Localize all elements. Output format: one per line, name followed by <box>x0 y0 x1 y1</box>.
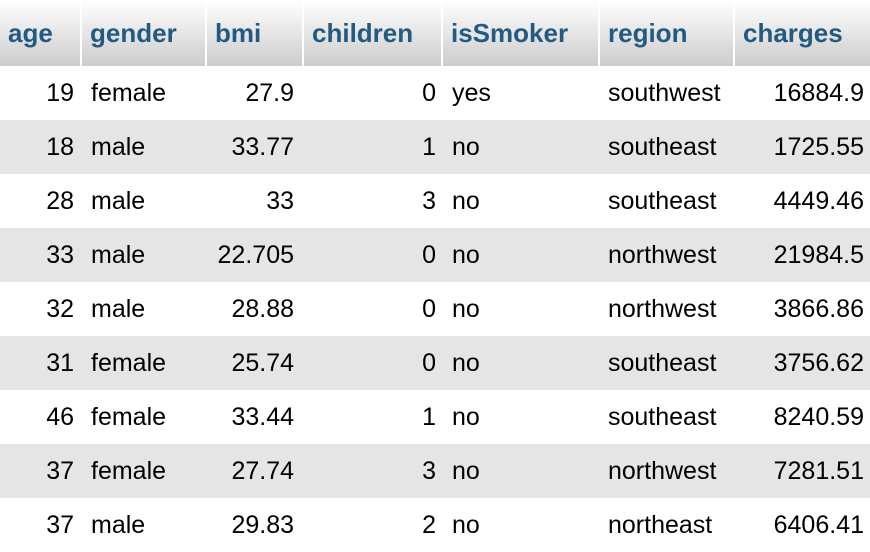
cell-gender: male <box>91 186 146 215</box>
cell-charges: 3866.86 <box>773 294 864 323</box>
cell-charges: 6406.41 <box>773 510 864 539</box>
cell-gender: male <box>91 510 146 539</box>
cell-age: 31 <box>46 348 74 377</box>
cell-gender: male <box>91 294 146 323</box>
table-row[interactable]: 19 female 27.9 0 yes southwest 16884.9 <box>0 66 870 120</box>
column-header-gender[interactable]: gender <box>82 0 207 66</box>
cell-bmi: 33 <box>266 186 294 215</box>
cell-gender: female <box>91 402 167 431</box>
cell-children: 0 <box>422 240 436 269</box>
cell-bmi: 25.74 <box>231 348 294 377</box>
cell-children: 1 <box>422 132 436 161</box>
table-row[interactable]: 18 male 33.77 1 no southeast 1725.55 <box>0 120 870 174</box>
cell-gender: female <box>91 348 167 377</box>
cell-region: northeast <box>608 510 713 539</box>
cell-age: 33 <box>46 240 74 269</box>
cell-age: 19 <box>46 78 74 107</box>
cell-gender: male <box>91 132 146 161</box>
cell-age: 18 <box>46 132 74 161</box>
column-header-issmoker[interactable]: isSmoker <box>443 0 600 66</box>
table-row[interactable]: 33 male 22.705 0 no northwest 21984.5 <box>0 228 870 282</box>
cell-gender: male <box>91 240 146 269</box>
cell-region: southeast <box>608 348 717 377</box>
cell-charges: 1725.55 <box>773 132 864 161</box>
cell-age: 32 <box>46 294 74 323</box>
cell-charges: 7281.51 <box>773 456 864 485</box>
cell-bmi: 29.83 <box>231 510 294 539</box>
table-row[interactable]: 31 female 25.74 0 no southeast 3756.62 <box>0 336 870 390</box>
cell-region: northwest <box>608 294 717 323</box>
table-body: 19 female 27.9 0 yes southwest 16884.9 18 male 33… <box>0 66 870 552</box>
cell-children: 0 <box>422 294 436 323</box>
column-header-region[interactable]: region <box>600 0 735 66</box>
cell-issmoker: no <box>452 132 480 161</box>
cell-age: 28 <box>46 186 74 215</box>
column-header-charges[interactable]: charges <box>735 0 870 66</box>
cell-bmi: 27.74 <box>231 456 294 485</box>
cell-bmi: 27.9 <box>245 78 294 107</box>
column-header-bmi[interactable]: bmi <box>207 0 304 66</box>
table-row[interactable]: 32 male 28.88 0 no northwest 3866.86 <box>0 282 870 336</box>
cell-bmi: 33.44 <box>231 402 294 431</box>
cell-charges: 8240.59 <box>773 402 864 431</box>
cell-children: 0 <box>422 78 436 107</box>
table-header: age gender bmi children isSmoker region … <box>0 0 870 66</box>
cell-age: 46 <box>46 402 74 431</box>
cell-region: southwest <box>608 78 721 107</box>
table-row[interactable]: 28 male 33 3 no southeast 4449.46 <box>0 174 870 228</box>
cell-issmoker: no <box>452 186 480 215</box>
cell-children: 0 <box>422 348 436 377</box>
cell-issmoker: yes <box>452 78 491 107</box>
cell-bmi: 28.88 <box>231 294 294 323</box>
cell-children: 3 <box>422 186 436 215</box>
cell-gender: female <box>91 456 167 485</box>
cell-region: northwest <box>608 456 717 485</box>
cell-charges: 4449.46 <box>773 186 864 215</box>
table-row[interactable]: 46 female 33.44 1 no southeast 8240.59 <box>0 390 870 444</box>
table-row[interactable]: 37 male 29.83 2 no northeast 6406.41 <box>0 498 870 552</box>
header-row: age gender bmi children isSmoker region … <box>0 0 870 66</box>
cell-region: southeast <box>608 186 717 215</box>
cell-children: 3 <box>422 456 436 485</box>
cell-region: southeast <box>608 132 717 161</box>
table-row[interactable]: 37 female 27.74 3 no northwest 7281.51 <box>0 444 870 498</box>
cell-charges: 16884.9 <box>773 78 864 107</box>
cell-age: 37 <box>46 510 74 539</box>
cell-issmoker: no <box>452 348 480 377</box>
cell-age: 37 <box>46 456 74 485</box>
cell-children: 1 <box>422 402 436 431</box>
cell-issmoker: no <box>452 294 480 323</box>
cell-charges: 3756.62 <box>773 348 864 377</box>
cell-children: 2 <box>422 510 436 539</box>
cell-issmoker: no <box>452 456 480 485</box>
cell-region: southeast <box>608 402 717 431</box>
cell-issmoker: no <box>452 240 480 269</box>
cell-bmi: 22.705 <box>217 240 294 269</box>
column-header-age[interactable]: age <box>0 0 82 66</box>
cell-issmoker: no <box>452 402 480 431</box>
cell-gender: female <box>91 78 167 107</box>
column-header-children[interactable]: children <box>304 0 443 66</box>
cell-issmoker: no <box>452 510 480 539</box>
cell-region: northwest <box>608 240 717 269</box>
cell-charges: 21984.5 <box>773 240 864 269</box>
cell-bmi: 33.77 <box>231 132 294 161</box>
